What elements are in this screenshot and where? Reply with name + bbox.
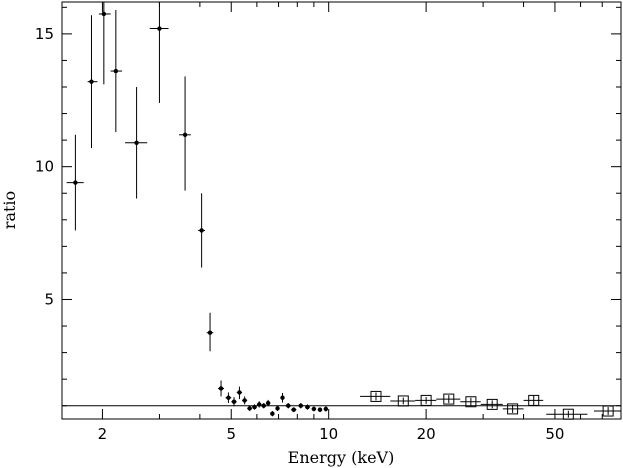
dot-marker bbox=[207, 330, 213, 335]
data-point bbox=[206, 312, 214, 352]
dot-marker bbox=[257, 402, 262, 407]
y-tick-label: 15 bbox=[35, 25, 54, 43]
data-point bbox=[317, 407, 323, 413]
dot-marker bbox=[226, 395, 231, 400]
square-marker bbox=[602, 405, 614, 417]
dot-marker bbox=[73, 180, 78, 185]
data-point bbox=[323, 406, 329, 412]
data-point bbox=[502, 403, 524, 415]
data-point bbox=[261, 403, 266, 409]
dot-marker bbox=[134, 140, 139, 145]
square-marker bbox=[528, 394, 540, 406]
dot-marker bbox=[286, 403, 291, 408]
dot-marker bbox=[218, 386, 224, 391]
data-point bbox=[149, 2, 169, 103]
data-point bbox=[415, 394, 437, 406]
data-point bbox=[280, 392, 285, 403]
x-tick-label: 20 bbox=[417, 425, 436, 443]
data-point bbox=[436, 393, 461, 405]
data-point bbox=[523, 394, 544, 406]
dot-marker bbox=[252, 404, 257, 410]
data-point bbox=[275, 405, 280, 412]
dot-marker bbox=[317, 407, 323, 412]
y-tick-label: 5 bbox=[44, 290, 54, 308]
square-marker bbox=[507, 403, 519, 415]
data-point bbox=[231, 397, 237, 407]
square-marker bbox=[465, 396, 477, 408]
dot-marker bbox=[199, 228, 204, 233]
square-marker bbox=[443, 393, 455, 405]
plot-frame bbox=[61, 1, 622, 420]
data-point bbox=[242, 396, 248, 405]
tick-labels: 2 5 10 20 50 5 10 15 bbox=[35, 25, 565, 443]
data-point bbox=[360, 390, 391, 402]
dot-marker bbox=[231, 399, 237, 404]
square-marker bbox=[397, 395, 409, 407]
data-point bbox=[66, 134, 84, 231]
dot-marker bbox=[113, 68, 119, 74]
data-point bbox=[256, 401, 262, 408]
data-point bbox=[110, 9, 123, 133]
dot-marker bbox=[311, 406, 317, 412]
data-point bbox=[298, 403, 304, 409]
data-point bbox=[480, 398, 503, 410]
square-marker bbox=[562, 408, 574, 420]
dot-marker bbox=[323, 406, 329, 412]
data-point bbox=[265, 399, 271, 407]
x-tick-label: 5 bbox=[226, 425, 236, 443]
data-point bbox=[285, 403, 292, 409]
data-point bbox=[217, 380, 225, 397]
data-marks bbox=[66, 2, 621, 420]
dot-marker bbox=[261, 403, 266, 408]
y-tick-label: 10 bbox=[35, 158, 54, 176]
dot-marker bbox=[280, 395, 285, 400]
square-marker bbox=[486, 398, 498, 410]
dot-marker bbox=[270, 411, 275, 416]
dot-marker bbox=[298, 403, 303, 408]
x-axis-label: Energy (keV) bbox=[288, 448, 395, 467]
dot-marker bbox=[265, 400, 271, 406]
data-point bbox=[252, 404, 257, 410]
dot-marker bbox=[157, 26, 162, 31]
x-tick-label: 50 bbox=[545, 425, 564, 443]
x-tick-label: 2 bbox=[98, 425, 108, 443]
data-point bbox=[593, 405, 621, 417]
dot-marker bbox=[305, 404, 310, 410]
data-point bbox=[270, 411, 275, 417]
dot-marker bbox=[182, 132, 188, 138]
data-point bbox=[225, 392, 232, 404]
dot-marker bbox=[101, 11, 107, 17]
data-point bbox=[98, 2, 111, 85]
dot-marker bbox=[242, 398, 247, 403]
dot-marker bbox=[89, 79, 94, 84]
dot-marker bbox=[291, 407, 296, 412]
y-axis-label: ratio bbox=[0, 191, 19, 229]
dot-marker bbox=[247, 406, 252, 411]
data-point bbox=[179, 76, 191, 191]
data-point bbox=[247, 405, 253, 412]
axis-ticks bbox=[62, 2, 622, 419]
dot-marker bbox=[275, 406, 280, 411]
data-point bbox=[125, 86, 148, 199]
data-point bbox=[198, 193, 206, 268]
square-marker bbox=[370, 390, 382, 402]
square-marker bbox=[420, 394, 432, 406]
dot-marker bbox=[237, 390, 242, 395]
data-point bbox=[311, 406, 317, 412]
data-point bbox=[460, 396, 481, 408]
data-point bbox=[291, 407, 297, 413]
data-point bbox=[305, 404, 310, 410]
x-tick-label: 10 bbox=[319, 425, 338, 443]
data-point bbox=[236, 386, 243, 400]
data-point bbox=[390, 395, 416, 407]
data-point bbox=[546, 408, 588, 420]
data-point bbox=[87, 15, 98, 149]
